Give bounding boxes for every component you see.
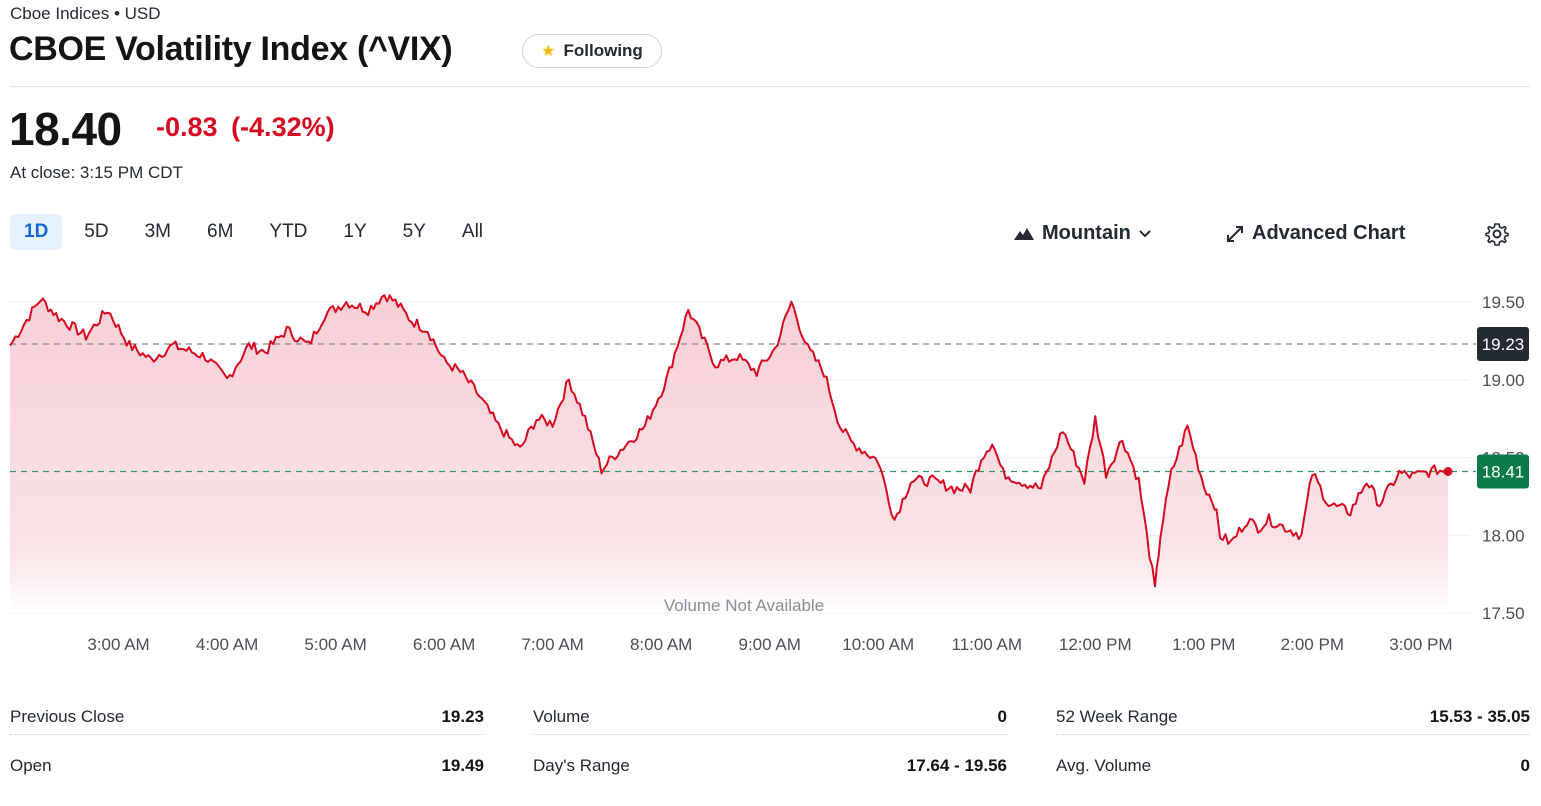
x-tick-label: 2:00 PM [1281, 635, 1344, 654]
mountain-icon [1014, 227, 1034, 240]
stat-value: 0 [997, 707, 1007, 726]
header-divider [10, 86, 1530, 87]
stat-open: Open 19.49 [10, 749, 484, 783]
stats-column-3: 52 Week Range 15.53 - 35.05 Avg. Volume … [1056, 700, 1530, 797]
price-area [10, 295, 1448, 613]
change-value: -0.83 [156, 112, 218, 142]
range-tab-6m[interactable]: 6M [207, 221, 234, 242]
range-tab-ytd[interactable]: YTD [269, 221, 308, 242]
stats-column-2: Volume 0 Day's Range 17.64 - 19.56 [533, 700, 1007, 797]
x-tick-label: 3:00 AM [87, 635, 149, 654]
expand-icon [1227, 225, 1243, 242]
chart-type-dropdown[interactable]: Mountain [1014, 222, 1151, 245]
x-tick-label: 10:00 AM [842, 635, 914, 654]
stat-label: Volume [533, 707, 590, 726]
gear-icon [1485, 223, 1509, 246]
x-tick-label: 7:00 AM [521, 635, 583, 654]
stat-label: Avg. Volume [1056, 756, 1152, 775]
last-price-badge: 18.41 [1477, 454, 1529, 489]
stat-label: Day's Range [533, 756, 630, 775]
range-tab-1d[interactable]: 1D [10, 214, 63, 250]
x-tick-label: 6:00 AM [413, 635, 475, 654]
last-price-badge-label: 18.41 [1482, 462, 1525, 481]
previous-close-badge: 19.23 [1477, 326, 1529, 361]
range-tabs: 1D 5D 3M 6M YTD 1Y 5Y All [10, 214, 497, 250]
y-tick-label: 19.00 [1482, 371, 1525, 390]
chevron-down-icon [1139, 229, 1151, 237]
x-tick-label: 8:00 AM [630, 635, 692, 654]
star-icon: ★ [541, 43, 556, 60]
range-tab-5y[interactable]: 5Y [402, 221, 426, 242]
exchange-label: Cboe Indices • USD [10, 4, 161, 23]
range-tab-5d[interactable]: 5D [84, 221, 109, 242]
stat-label: Open [10, 756, 52, 775]
x-tick-label: 9:00 AM [739, 635, 801, 654]
change-percent: (-4.32%) [231, 112, 335, 142]
stat-52-week-range: 52 Week Range 15.53 - 35.05 [1056, 700, 1530, 735]
stat-days-range: Day's Range 17.64 - 19.56 [533, 749, 1007, 783]
x-tick-label: 5:00 AM [304, 635, 366, 654]
stat-volume: Volume 0 [533, 700, 1007, 735]
following-label: Following [563, 41, 643, 60]
page-title: CBOE Volatility Index (^VIX) [9, 30, 453, 68]
stats-column-1: Previous Close 19.23 Open 19.49 [10, 700, 484, 797]
range-tab-all[interactable]: All [461, 221, 484, 242]
last-price-dot [1443, 466, 1453, 476]
x-tick-label: 12:00 PM [1059, 635, 1132, 654]
y-tick-label: 17.50 [1482, 604, 1525, 623]
volume-note: Volume Not Available [664, 596, 824, 615]
x-axis: 3:00 AM 4:00 AM 5:00 AM 6:00 AM 7:00 AM 8:00 … [87, 635, 1452, 654]
x-tick-label: 4:00 AM [196, 635, 258, 654]
current-price: 18.40 [9, 103, 122, 155]
stat-value: 19.23 [441, 707, 484, 726]
chart-type-label: Mountain [1042, 222, 1131, 244]
price-line [9, 294, 1449, 588]
stat-previous-close: Previous Close 19.23 [10, 700, 484, 735]
x-tick-label: 1:00 PM [1172, 635, 1235, 654]
stat-value: 19.49 [441, 756, 484, 775]
chart-settings-button[interactable] [1485, 222, 1509, 246]
stat-label: Previous Close [10, 707, 125, 726]
y-tick-label: 18.00 [1482, 526, 1525, 545]
price-change: -0.83 (-4.32%) [156, 112, 335, 143]
x-tick-label: 3:00 PM [1389, 635, 1452, 654]
price-chart[interactable]: Volume Not Available 19.5019.0018.5018.0… [0, 250, 1541, 670]
advanced-chart-button[interactable]: Advanced Chart [1226, 222, 1405, 245]
stat-label: 52 Week Range [1056, 707, 1178, 726]
advanced-chart-label: Advanced Chart [1252, 222, 1406, 244]
following-button[interactable]: ★ Following [522, 34, 662, 68]
stat-value: 17.64 - 19.56 [906, 756, 1007, 775]
stat-avg-volume: Avg. Volume 0 [1056, 749, 1530, 783]
previous-close-badge-label: 19.23 [1482, 335, 1525, 354]
x-tick-label: 11:00 AM [951, 635, 1022, 654]
close-time: At close: 3:15 PM CDT [10, 163, 183, 182]
stat-value: 15.53 - 35.05 [1429, 707, 1530, 726]
stat-value: 0 [1520, 756, 1530, 775]
range-tab-3m[interactable]: 3M [144, 221, 171, 242]
y-tick-label: 19.50 [1482, 293, 1525, 312]
range-tab-1y[interactable]: 1Y [343, 221, 367, 242]
